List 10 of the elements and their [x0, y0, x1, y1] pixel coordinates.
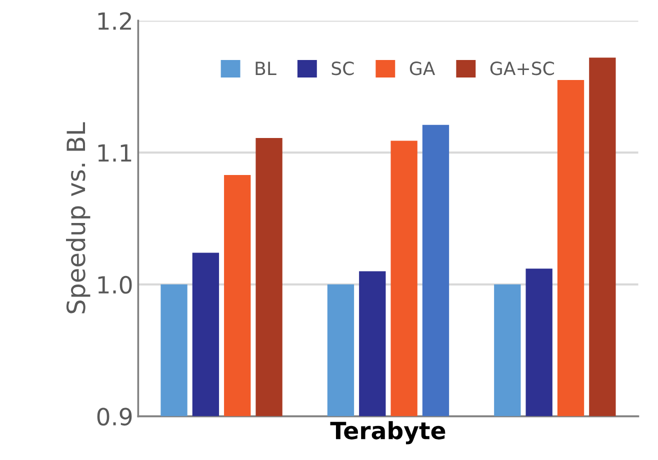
y-tick-label: 1.2: [98, 12, 131, 30]
legend-label: GA+SC: [490, 62, 554, 76]
legend-label: SC: [332, 62, 354, 76]
y-tick-label: 1.1: [98, 144, 132, 162]
y-axis-title: Speedup vs. BL: [66, 122, 90, 314]
x-tick-label: Terabyte: [330, 421, 446, 444]
legend-label: GA: [410, 62, 436, 76]
y-tick-label: 0.9: [97, 408, 132, 426]
y-tick-label: 1.0: [98, 276, 132, 294]
legend-label: BL: [256, 62, 276, 75]
